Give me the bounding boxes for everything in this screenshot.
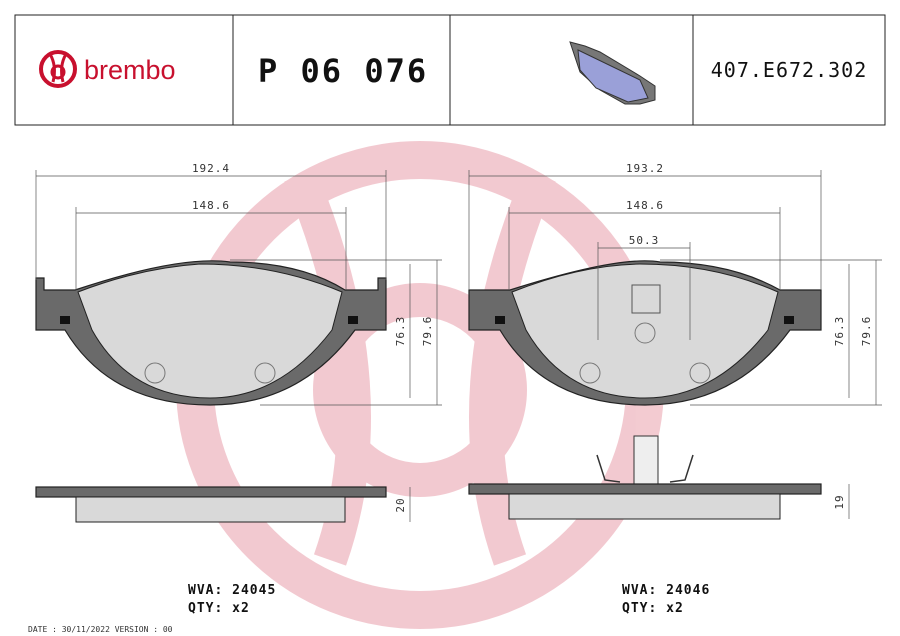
dimension: 50.3	[629, 234, 660, 247]
dimension: 193.2	[626, 162, 664, 175]
pad-icon	[569, 41, 656, 105]
dimension: 20	[394, 497, 407, 512]
wva: WVA: 24045	[188, 583, 276, 598]
dimension: 79.6	[421, 316, 434, 347]
footer: DATE : 30/11/2022 VERSION : 00	[28, 625, 173, 634]
wear-sensor	[633, 435, 659, 487]
wva: WVA: 24046	[622, 583, 710, 598]
reference: 407.E672.302	[711, 58, 868, 82]
brand: brembo	[84, 55, 176, 85]
side-friction	[75, 496, 346, 523]
side-friction	[508, 493, 781, 520]
dimension: 19	[833, 494, 846, 509]
dimension: 76.3	[394, 316, 407, 347]
side-plate	[468, 483, 822, 495]
dimension: 148.6	[192, 199, 230, 212]
dimension: 76.3	[833, 316, 846, 347]
dimension: 79.6	[860, 316, 873, 347]
side-plate	[35, 486, 387, 498]
friction-material	[77, 263, 343, 399]
dimension: 192.4	[192, 162, 230, 175]
qty: QTY: x2	[188, 601, 250, 616]
dimension-lines	[35, 170, 442, 406]
brand-logo	[39, 50, 77, 88]
dimension: 148.6	[626, 199, 664, 212]
dimension-lines	[468, 170, 882, 406]
part-number: P 06 076	[258, 52, 428, 90]
qty: QTY: x2	[622, 601, 684, 616]
friction-material	[511, 263, 779, 399]
